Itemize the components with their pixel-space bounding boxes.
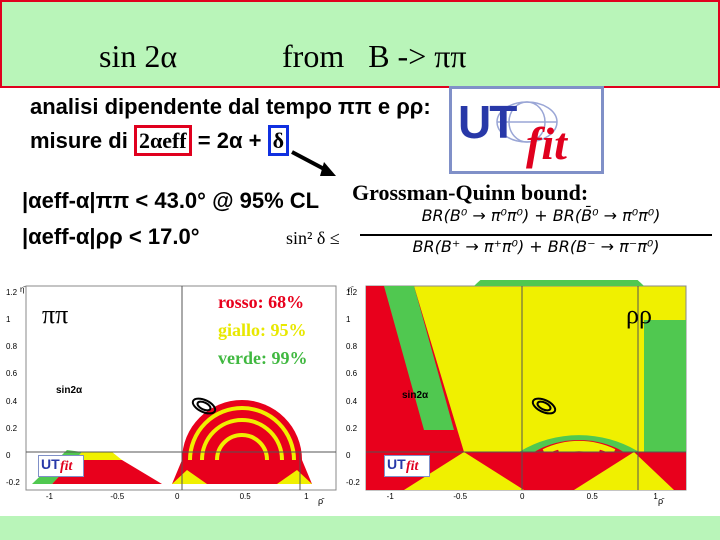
ytick-rhorho-0: -0.2 [346, 478, 360, 488]
logo-ut-text: UT [458, 96, 517, 148]
alpha-eff-box: 2αeff [133, 125, 192, 156]
ytick-rhorho-2: 0.2 [346, 423, 358, 433]
utfit-logo: UT fit [449, 86, 604, 174]
ytick-pipi-6: 1 [6, 315, 11, 324]
bound-pipi-rhs: < 43.0° @ 95% CL [135, 188, 320, 213]
legend-giallo: giallo: 95% [218, 320, 307, 340]
xlabel-pipi: ρ̄ [318, 496, 324, 506]
curve-label-pipi: sin2α [56, 385, 83, 396]
band-yellow-arc1 [542, 440, 616, 455]
bound-rhorho: |αeff-α|ρρ < 17.0° [22, 226, 200, 248]
measurement-prefix: misure di [30, 128, 128, 153]
gq-denominator: BR(B⁺ → π⁺π⁰) + BR(B⁻ → π⁻π⁰) [412, 237, 660, 256]
ytick-rhorho-4: 0.6 [346, 369, 358, 379]
sin2a-ellipse-outer [531, 397, 557, 415]
legend-verde: verde: 99% [218, 348, 308, 368]
bound-pipi-lhs: |αeff-α|ππ [22, 188, 130, 213]
logo-fit-text: fit [526, 118, 567, 169]
mini-logo-rhorho: UT fit [384, 455, 430, 477]
ytick-rhorho-7: 1.2 [346, 287, 358, 297]
slide-title-part2: from B -> ππ [282, 38, 467, 74]
region-yellow-bottom1 [404, 452, 524, 490]
measurement-equation: = 2α + [197, 128, 262, 153]
region-green-arc [519, 435, 639, 452]
mini-logo-fit: fit [60, 459, 73, 474]
ytick-pipi-2: 0.2 [6, 423, 18, 433]
region-yellow-left [52, 452, 122, 484]
mini-logo-ut: UT [387, 456, 406, 472]
xlabel-rhorho: ρ̄ [658, 496, 664, 506]
xtick-pipi-2: 0 [175, 492, 180, 501]
band-yellow-arc2 [200, 418, 284, 461]
sin2a-ellipse-inner [536, 400, 552, 412]
panel-label-pipi: ππ [42, 300, 69, 329]
analysis-line: analisi dipendente dal tempo ππ e ρρ: [30, 94, 431, 119]
sin2a-ellipse-inner [196, 400, 212, 412]
ytick-pipi-1: 0 [6, 451, 11, 460]
ytick-pipi-0: -0.2 [6, 478, 20, 488]
slide-title-bar: sin 2α from B -> ππ [0, 0, 720, 88]
ytick-rhorho-3: 0.4 [346, 396, 358, 406]
xtick-rhorho-2: 0 [520, 492, 525, 501]
gq-lhs: sin² δ ≤ [286, 228, 340, 248]
region-yellow-base2 [277, 470, 312, 484]
bottom-band [0, 516, 720, 540]
region-green-left [384, 286, 454, 430]
band-yellow-arc1 [188, 406, 296, 461]
curve-label-rhorho: sin2α [402, 390, 429, 401]
ylabel-rhorho: η̄ [348, 285, 353, 294]
xtick-pipi-0: -1 [45, 492, 53, 501]
mini-logo-fit: fit [406, 459, 419, 474]
region-green-right [644, 320, 686, 452]
region-green-top [474, 280, 644, 286]
xtick-rhorho-0: -1 [386, 492, 394, 501]
xtick-pipi-1: -0.5 [110, 492, 125, 501]
arrow-icon [291, 150, 336, 176]
xtick-rhorho-1: -0.5 [453, 492, 468, 501]
slide-title-part1: sin 2α [99, 38, 178, 74]
ytick-pipi-4: 0.6 [6, 369, 18, 379]
xtick-pipi-4: 1 [304, 492, 309, 501]
gq-numerator: BR(B⁰ → π⁰π⁰) + BR(B̄⁰ → π⁰π⁰) [421, 206, 661, 225]
band-yellow-arc2 [557, 445, 601, 455]
sin2a-ellipse-outer [191, 397, 217, 415]
region-red-base [172, 460, 312, 484]
bound-rhorho-rhs: < 17.0° [128, 224, 200, 249]
mini-logo-ut: UT [41, 456, 60, 472]
ytick-rhorho-5: 0.8 [346, 342, 358, 352]
xtick-pipi-3: 0.5 [239, 492, 251, 501]
measurement-line: misure di 2αeff = 2α + δ [30, 125, 289, 156]
gq-fraction: BR(B⁰ → π⁰π⁰) + BR(B̄⁰ → π⁰π⁰) BR(B⁺ → π… [360, 206, 712, 256]
ytick-rhorho-6: 1 [346, 315, 351, 324]
xtick-rhorho-4: 1 [653, 492, 658, 501]
ytick-rhorho-1: 0 [346, 451, 351, 460]
mini-logo-pipi: UT fit [38, 455, 84, 477]
ylabel-pipi: η̄ [20, 285, 25, 294]
delta-box: δ [267, 125, 289, 156]
region-yellow-bottom2 [574, 452, 674, 490]
band-yellow-arc3 [215, 433, 269, 461]
ytick-pipi-7: 1.2 [6, 287, 18, 297]
globe-graphic-icon [496, 101, 558, 143]
xtick-rhorho-3: 0.5 [586, 492, 598, 501]
grossman-quinn-title: Grossman-Quinn bound: [352, 180, 589, 205]
panel-label-rhorho: ρρ [626, 300, 652, 329]
region-yellow-base1 [172, 470, 207, 484]
bound-pipi: |αeff-α|ππ < 43.0° @ 95% CL [22, 190, 319, 212]
gq-fraction-bar [360, 234, 712, 236]
ytick-pipi-5: 0.8 [6, 342, 18, 352]
bound-rhorho-lhs: |αeff-α|ρρ [22, 224, 123, 249]
legend-rosso: rosso: 68% [218, 292, 305, 312]
ytick-pipi-3: 0.4 [6, 396, 18, 406]
